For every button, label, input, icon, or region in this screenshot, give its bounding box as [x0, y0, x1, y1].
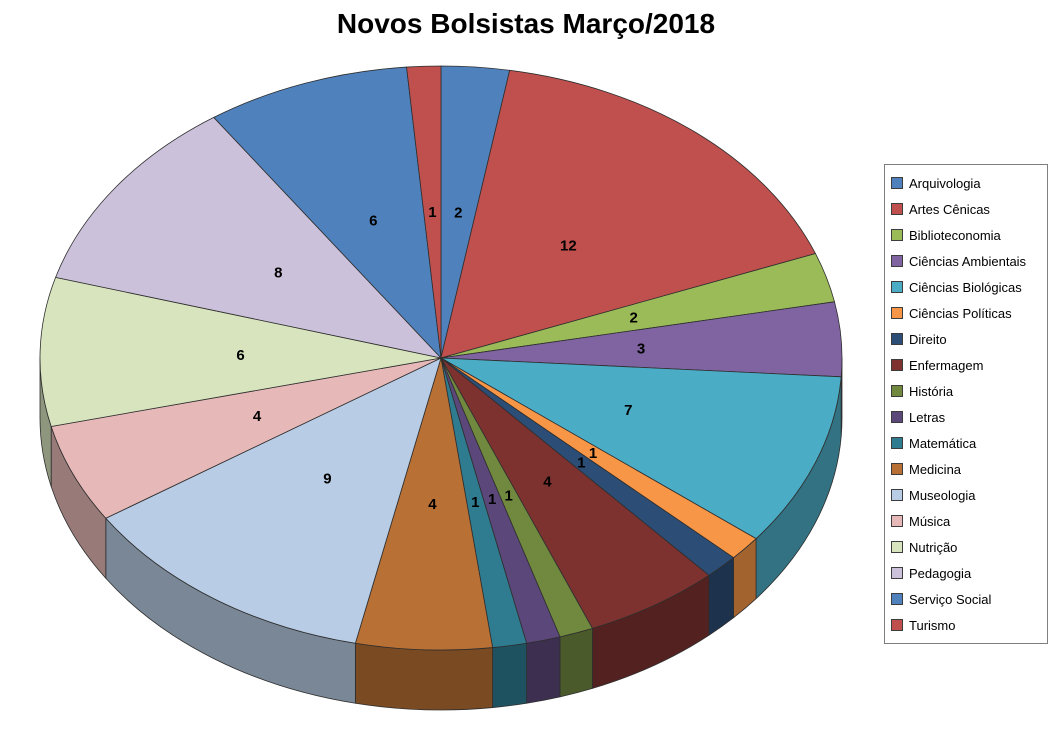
- pie-slice-wall: [526, 636, 561, 704]
- legend-label: Artes Cênicas: [909, 201, 990, 217]
- legend-label: Serviço Social: [909, 591, 992, 607]
- legend-swatch: [891, 489, 903, 501]
- legend-swatch: [891, 411, 903, 423]
- legend-label: Pedagogia: [909, 565, 972, 581]
- legend-item: Nutrição: [891, 534, 1041, 560]
- pie-slice: [354, 357, 494, 651]
- pie-side-walls: [39, 357, 843, 711]
- legend-label: Nutrição: [909, 539, 958, 555]
- legend-item: Ciências Políticas: [891, 300, 1041, 326]
- legend-swatch: [891, 281, 903, 293]
- legend-swatch: [891, 177, 903, 189]
- legend-swatch: [891, 437, 903, 449]
- legend-swatch: [891, 567, 903, 579]
- slice-value-label: 1: [577, 454, 585, 471]
- legend-swatch: [891, 463, 903, 475]
- legend-label: Biblioteconomia: [909, 227, 1001, 243]
- pie-slice: [50, 357, 442, 519]
- legend-label: Enfermagem: [909, 357, 984, 373]
- legend-swatch: [891, 307, 903, 319]
- slice-value-label: 1: [505, 487, 513, 504]
- slice-value-label: 4: [253, 408, 262, 425]
- slice-value-label: 1: [471, 494, 479, 511]
- legend-item: Música: [891, 508, 1041, 534]
- slice-value-label: 2: [454, 205, 462, 222]
- pie-slice: [440, 357, 710, 629]
- legend-swatch: [891, 229, 903, 241]
- slice-value-label: 8: [274, 265, 282, 282]
- legend-label: Ciências Biológicas: [909, 279, 1022, 295]
- legend-label: Letras: [909, 409, 946, 425]
- legend-swatch: [891, 203, 903, 215]
- legend-label: Matemática: [909, 435, 977, 451]
- pie-slice: [440, 69, 816, 359]
- legend-swatch: [891, 619, 903, 631]
- slice-value-label: 4: [428, 496, 437, 513]
- slice-value-label: 9: [323, 470, 331, 487]
- pie-slice: [440, 357, 842, 540]
- slice-value-label: 2: [630, 310, 638, 327]
- legend-item: Pedagogia: [891, 560, 1041, 586]
- pie-slice: [55, 117, 442, 359]
- legend-item: Museologia: [891, 482, 1041, 508]
- legend-label: Direito: [909, 331, 947, 347]
- legend-swatch: [891, 385, 903, 397]
- pie-slice: [406, 65, 442, 359]
- pie-slice: [105, 357, 442, 644]
- slice-value-label: 6: [236, 347, 244, 364]
- legend-item: Ciências Ambientais: [891, 248, 1041, 274]
- legend-swatch: [891, 515, 903, 527]
- pie-slice-wall: [354, 642, 494, 711]
- pie-slice-wall: [492, 642, 528, 708]
- slice-value-label: 1: [488, 491, 496, 508]
- legend-label: Música: [909, 513, 951, 529]
- legend-item: Letras: [891, 404, 1041, 430]
- legend-swatch: [891, 541, 903, 553]
- legend-item: Medicina: [891, 456, 1041, 482]
- legend-swatch: [891, 593, 903, 605]
- legend-label: Turismo: [909, 617, 956, 633]
- slice-value-label: 3: [637, 341, 645, 358]
- legend-swatch: [891, 333, 903, 345]
- legend-item: Turismo: [891, 612, 1041, 638]
- legend-swatch: [891, 359, 903, 371]
- legend-item: Serviço Social: [891, 586, 1041, 612]
- legend-label: Medicina: [909, 461, 962, 477]
- pie-slice: [39, 276, 442, 427]
- legend-label: História: [909, 383, 954, 399]
- legend-label: Ciências Ambientais: [909, 253, 1027, 269]
- slice-value-label: 1: [589, 445, 597, 462]
- pie-top-faces: [39, 65, 843, 651]
- legend-item: Matemática: [891, 430, 1041, 456]
- legend-item: Arquivologia: [891, 170, 1041, 196]
- legend-item: Biblioteconomia: [891, 222, 1041, 248]
- slice-value-label: 4: [543, 474, 552, 491]
- legend-swatch: [891, 255, 903, 267]
- slice-value-label: 7: [624, 402, 632, 419]
- pie-slice-wall: [559, 627, 593, 698]
- legend-label: Ciências Políticas: [909, 305, 1012, 321]
- legend: Arquivologia Artes Cênicas Biblioteconomia…: [884, 164, 1048, 644]
- legend-label: Arquivologia: [909, 175, 981, 191]
- legend-item: Ciências Biológicas: [891, 274, 1041, 300]
- pie-slice: [213, 66, 442, 359]
- legend-item: Enfermagem: [891, 352, 1041, 378]
- slice-value-label: 6: [369, 213, 377, 230]
- chart-title: Novos Bolsistas Março/2018: [336, 8, 716, 39]
- legend-item: Artes Cênicas: [891, 196, 1041, 222]
- legend-item: História: [891, 378, 1041, 404]
- legend-label: Museologia: [909, 487, 976, 503]
- slice-value-label: 12: [560, 237, 577, 254]
- slice-value-label: 1: [428, 204, 436, 221]
- legend-item: Direito: [891, 326, 1041, 352]
